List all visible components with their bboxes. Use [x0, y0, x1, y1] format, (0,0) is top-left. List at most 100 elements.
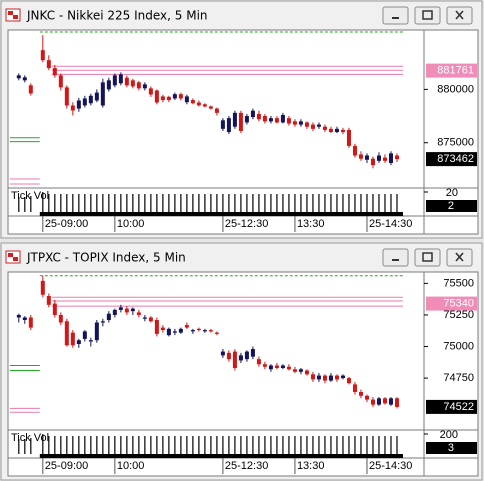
candle-body: [304, 122, 309, 127]
window-title: JTPXC - TOPIX Index, 5 Min: [26, 251, 186, 265]
app-icon-part: [13, 257, 18, 261]
candle-body: [376, 155, 381, 161]
candle-body: [292, 121, 297, 125]
price-tag-label: 74522: [443, 401, 474, 413]
candle-body: [130, 308, 135, 312]
candle-body: [382, 398, 387, 404]
minimize-button[interactable]: [382, 248, 409, 267]
candle-body: [244, 351, 249, 360]
y-tick-label: 880000: [437, 83, 474, 95]
candle-body: [208, 106, 213, 109]
x-tick-label: 25-14:30: [369, 218, 412, 230]
candle-body: [352, 145, 357, 156]
y-tick-label: 875000: [437, 137, 474, 149]
candle-body: [202, 104, 207, 107]
candle-body: [88, 95, 93, 104]
candle-body: [262, 116, 267, 122]
x-tick-label: 25-12:30: [225, 460, 268, 472]
app-icon-part: [8, 253, 13, 257]
y-tick-label: 75250: [443, 309, 474, 321]
candle-body: [196, 328, 201, 331]
candle-body: [202, 330, 207, 332]
minimize-button[interactable]: [382, 6, 409, 25]
plot-area: [7, 271, 425, 477]
candle-body: [148, 317, 153, 322]
restore-button[interactable]: [414, 248, 441, 267]
candle-body: [226, 352, 231, 360]
button-glyph: [422, 10, 433, 20]
volume-last-label: 3: [448, 442, 454, 454]
x-tick-label: 13:30: [297, 460, 325, 472]
candle-body: [364, 155, 369, 160]
candle-body: [154, 320, 159, 334]
candle-body: [262, 364, 267, 367]
candle-body: [100, 82, 105, 106]
candle-body: [358, 154, 363, 159]
candle-body: [316, 124, 321, 127]
candle-body: [118, 307, 123, 310]
candle-body: [136, 312, 141, 315]
candle-body: [346, 129, 351, 146]
plot-area: [7, 29, 425, 235]
price-tag: [426, 152, 477, 167]
volume-tick-label: 20: [446, 187, 458, 199]
candle-body: [298, 369, 303, 372]
price-tag: [426, 296, 477, 311]
candle-body: [304, 370, 309, 375]
candle-body: [64, 321, 69, 346]
x-tick-label: 25-09:00: [45, 460, 88, 472]
candle-body: [124, 308, 129, 313]
candle-body: [184, 325, 189, 328]
candle-body: [394, 398, 399, 407]
candle-body: [316, 375, 321, 380]
candle-body: [256, 113, 261, 120]
candle-body: [190, 100, 195, 104]
app-icon-part: [13, 15, 18, 19]
candle-body: [370, 399, 375, 405]
candle-body: [334, 375, 339, 380]
candle-body: [310, 124, 315, 129]
candle-body: [76, 340, 81, 344]
candle-body: [364, 395, 369, 400]
candle-body: [118, 74, 123, 84]
candle-body: [70, 332, 75, 346]
volume-label: Tick Vol: [11, 432, 49, 444]
candle-body: [322, 126, 327, 130]
x-tick-label: 13:30: [297, 218, 325, 230]
volume-baseline: [39, 454, 403, 458]
candle-body: [346, 378, 351, 384]
candle-body: [40, 50, 45, 61]
candle-body: [28, 85, 33, 94]
candle-body: [184, 96, 189, 103]
y-tick-label: 75500: [443, 277, 474, 289]
candle-body: [370, 158, 375, 166]
restore-button[interactable]: [414, 6, 441, 25]
button-glyph: [422, 252, 433, 262]
candle-body: [226, 118, 231, 133]
candle-body: [256, 359, 261, 365]
candle-body: [376, 398, 381, 405]
candle-body: [154, 90, 159, 103]
candle-body: [160, 327, 165, 331]
candle-body: [58, 75, 63, 88]
candle-body: [142, 317, 147, 319]
candle-body: [394, 155, 399, 160]
candle-body: [310, 374, 315, 380]
candle-body: [238, 112, 243, 131]
candle-body: [220, 120, 225, 129]
candle-body: [334, 128, 339, 133]
candle-body: [328, 128, 333, 133]
candle-body: [214, 108, 219, 113]
candle-body: [16, 314, 21, 318]
candle-body: [88, 340, 93, 342]
candle-body: [268, 365, 273, 370]
volume-last-tag: [426, 442, 477, 454]
candle-body: [148, 88, 153, 95]
candle-body: [166, 328, 171, 336]
candle-body: [46, 296, 51, 305]
candle-body: [16, 75, 21, 79]
candle-body: [250, 349, 255, 357]
candle-body: [52, 68, 57, 76]
candle-body: [214, 332, 219, 334]
